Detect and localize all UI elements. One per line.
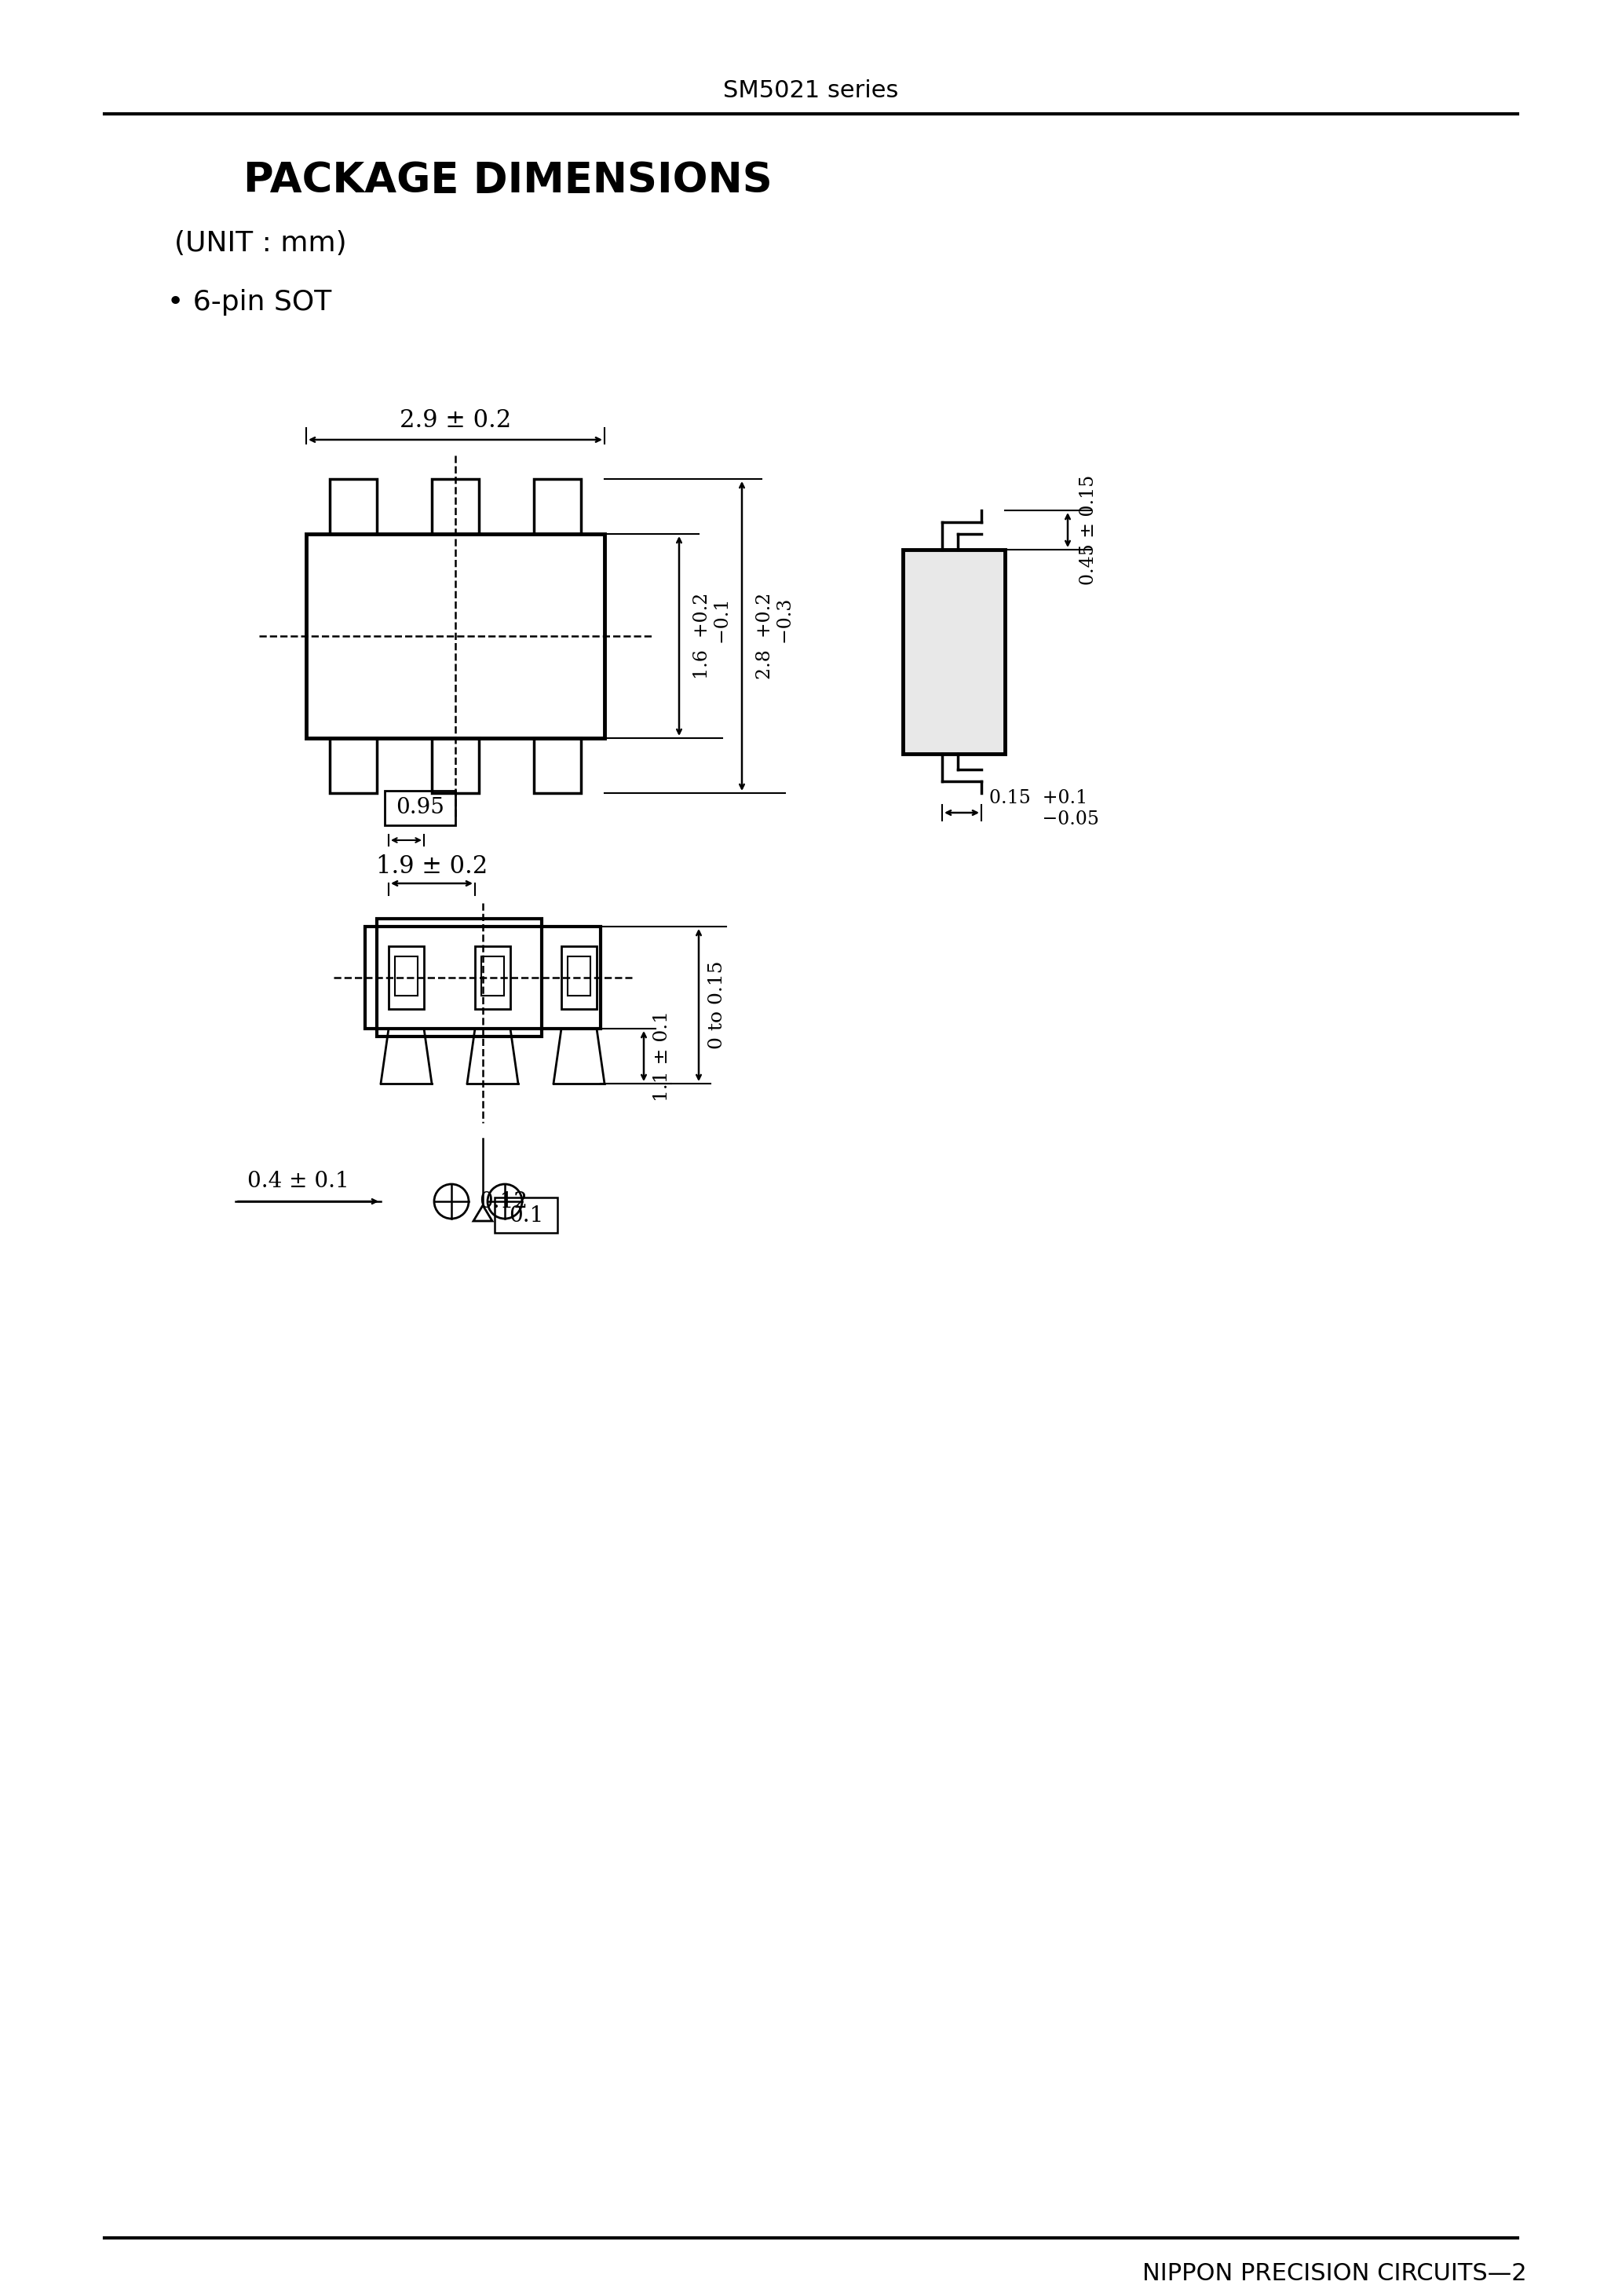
Text: 0.4 ± 0.1: 0.4 ± 0.1 [248,1171,349,1192]
Bar [431,480,478,535]
Bar [394,957,418,996]
Bar [495,1199,558,1233]
Bar [329,480,376,535]
Text: (UNIT : mm): (UNIT : mm) [174,230,347,257]
Bar [389,946,423,1008]
Bar [534,737,581,792]
Bar [482,957,504,996]
Text: 2.8  +0.2
      −0.3: 2.8 +0.2 −0.3 [756,592,795,680]
Text: 0.12: 0.12 [478,1192,527,1212]
Text: • 6-pin SOT: • 6-pin SOT [167,289,331,315]
Text: 2.9 ± 0.2: 2.9 ± 0.2 [399,409,511,432]
Text: 0.45 ± 0.15: 0.45 ± 0.15 [1080,475,1098,585]
Text: 0 to 0.15: 0 to 0.15 [709,962,727,1049]
Bar [384,790,456,824]
Text: 1.6  +0.2
      −0.1: 1.6 +0.2 −0.1 [693,592,732,680]
Bar [376,918,542,1035]
Text: 0.15  +0.1
         −0.05: 0.15 +0.1 −0.05 [989,790,1100,829]
Text: 0.1: 0.1 [509,1205,543,1226]
Bar [568,957,590,996]
Bar [365,928,600,1029]
Text: 0.95: 0.95 [396,797,444,820]
Bar [431,737,478,792]
Bar [329,737,376,792]
Text: NIPPON PRECISION CIRCUITS—2: NIPPON PRECISION CIRCUITS—2 [1142,2262,1526,2285]
Text: PACKAGE DIMENSIONS: PACKAGE DIMENSIONS [243,161,772,202]
Bar [475,946,511,1008]
Bar [903,549,1006,753]
Bar [561,946,597,1008]
Text: 1.1 ± 0.1: 1.1 ± 0.1 [654,1010,672,1102]
Text: 1.9 ± 0.2: 1.9 ± 0.2 [376,854,488,879]
Text: SM5021 series: SM5021 series [723,78,899,101]
Bar [534,480,581,535]
Bar [307,535,605,737]
